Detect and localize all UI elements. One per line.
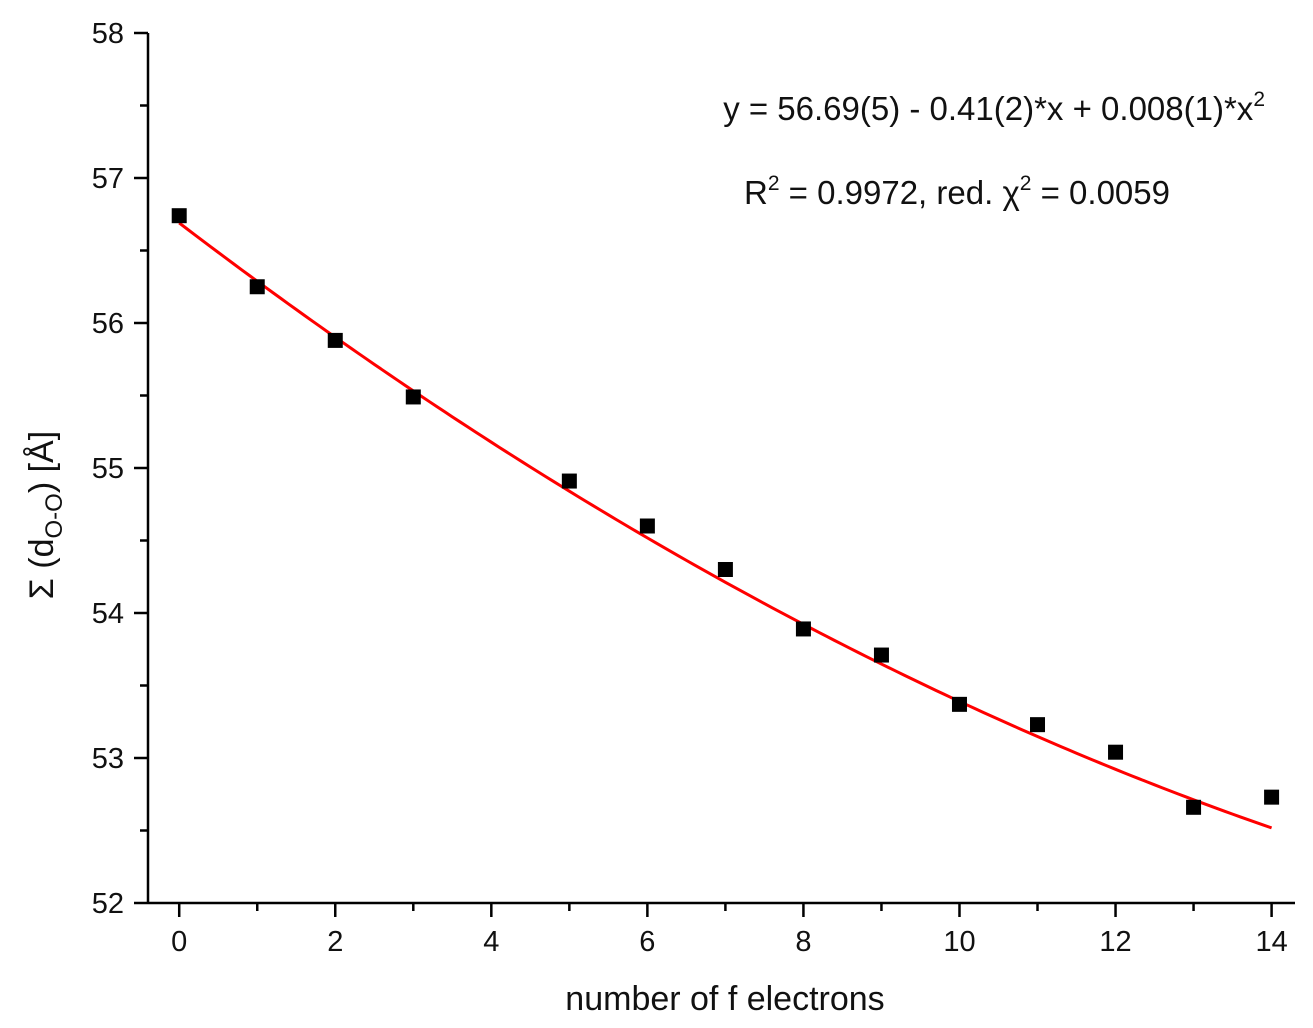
x-tick-label: 6 xyxy=(639,926,655,958)
fit-layer xyxy=(178,221,1273,830)
y-tick-label: 52 xyxy=(92,888,124,920)
chi-squared-value: = 0.0059 xyxy=(1031,174,1170,211)
y-tick-label: 54 xyxy=(92,598,124,630)
fit-equation: y = 56.69(5) - 0.41(2)*x + 0.008(1)*x2 xyxy=(723,88,1265,127)
data-point xyxy=(171,208,187,224)
data-point xyxy=(249,279,265,295)
x-tick-label: 2 xyxy=(327,926,343,958)
x-axis-title: number of f electrons xyxy=(565,980,884,1018)
r-squared-label: R xyxy=(744,174,768,211)
data-point xyxy=(561,473,577,489)
x-tick-label: 12 xyxy=(1099,926,1131,958)
fit-equation-text: y = 56.69(5) - 0.41(2)*x + 0.008(1)*x xyxy=(723,90,1254,127)
y-axis-title-subscript: O-O xyxy=(41,493,68,538)
ticks xyxy=(134,31,1273,917)
y-tick-label: 56 xyxy=(92,308,124,340)
y-tick-label: 58 xyxy=(92,18,124,50)
fit-equation-superscript: 2 xyxy=(1253,88,1265,111)
data-point xyxy=(873,647,889,663)
x-tick-label: 14 xyxy=(1255,926,1287,958)
data-point xyxy=(1264,789,1280,805)
x-tick-label: 10 xyxy=(943,926,975,958)
data-points xyxy=(171,208,1280,815)
data-point xyxy=(1030,717,1046,733)
data-point xyxy=(1186,799,1202,815)
fit-curve xyxy=(178,221,1273,830)
y-axis-title-prefix: Σ (d xyxy=(23,538,61,599)
chi-squared-superscript: 2 xyxy=(1020,172,1032,195)
y-tick-label: 53 xyxy=(92,743,124,775)
data-point xyxy=(951,696,967,712)
y-axis-title-suffix: ) [Å] xyxy=(23,431,61,493)
data-point xyxy=(795,621,811,637)
data-point xyxy=(327,332,343,348)
data-point xyxy=(717,562,733,577)
y-tick-label: 57 xyxy=(92,163,124,195)
r-squared-value: = 0.9972, red. xyxy=(780,174,1003,211)
tick-labels: 0 2 4 6 8 10 12 14 52 53 54 55 56 57 58 xyxy=(92,18,1288,958)
x-tick-label: 8 xyxy=(795,926,811,958)
x-tick-label: 0 xyxy=(171,926,187,958)
y-tick-label: 55 xyxy=(92,453,124,485)
r-squared-superscript: 2 xyxy=(768,172,780,195)
y-axis-title: Σ (dO-O) [Å] xyxy=(23,431,68,599)
x-tick-label: 4 xyxy=(483,926,499,958)
chi-squared-label: χ xyxy=(1002,174,1019,211)
fit-statistics: R2 = 0.9972, red. χ2 = 0.0059 xyxy=(744,172,1170,211)
data-point xyxy=(639,518,655,534)
data-point xyxy=(1108,744,1124,760)
data-point xyxy=(405,389,421,405)
